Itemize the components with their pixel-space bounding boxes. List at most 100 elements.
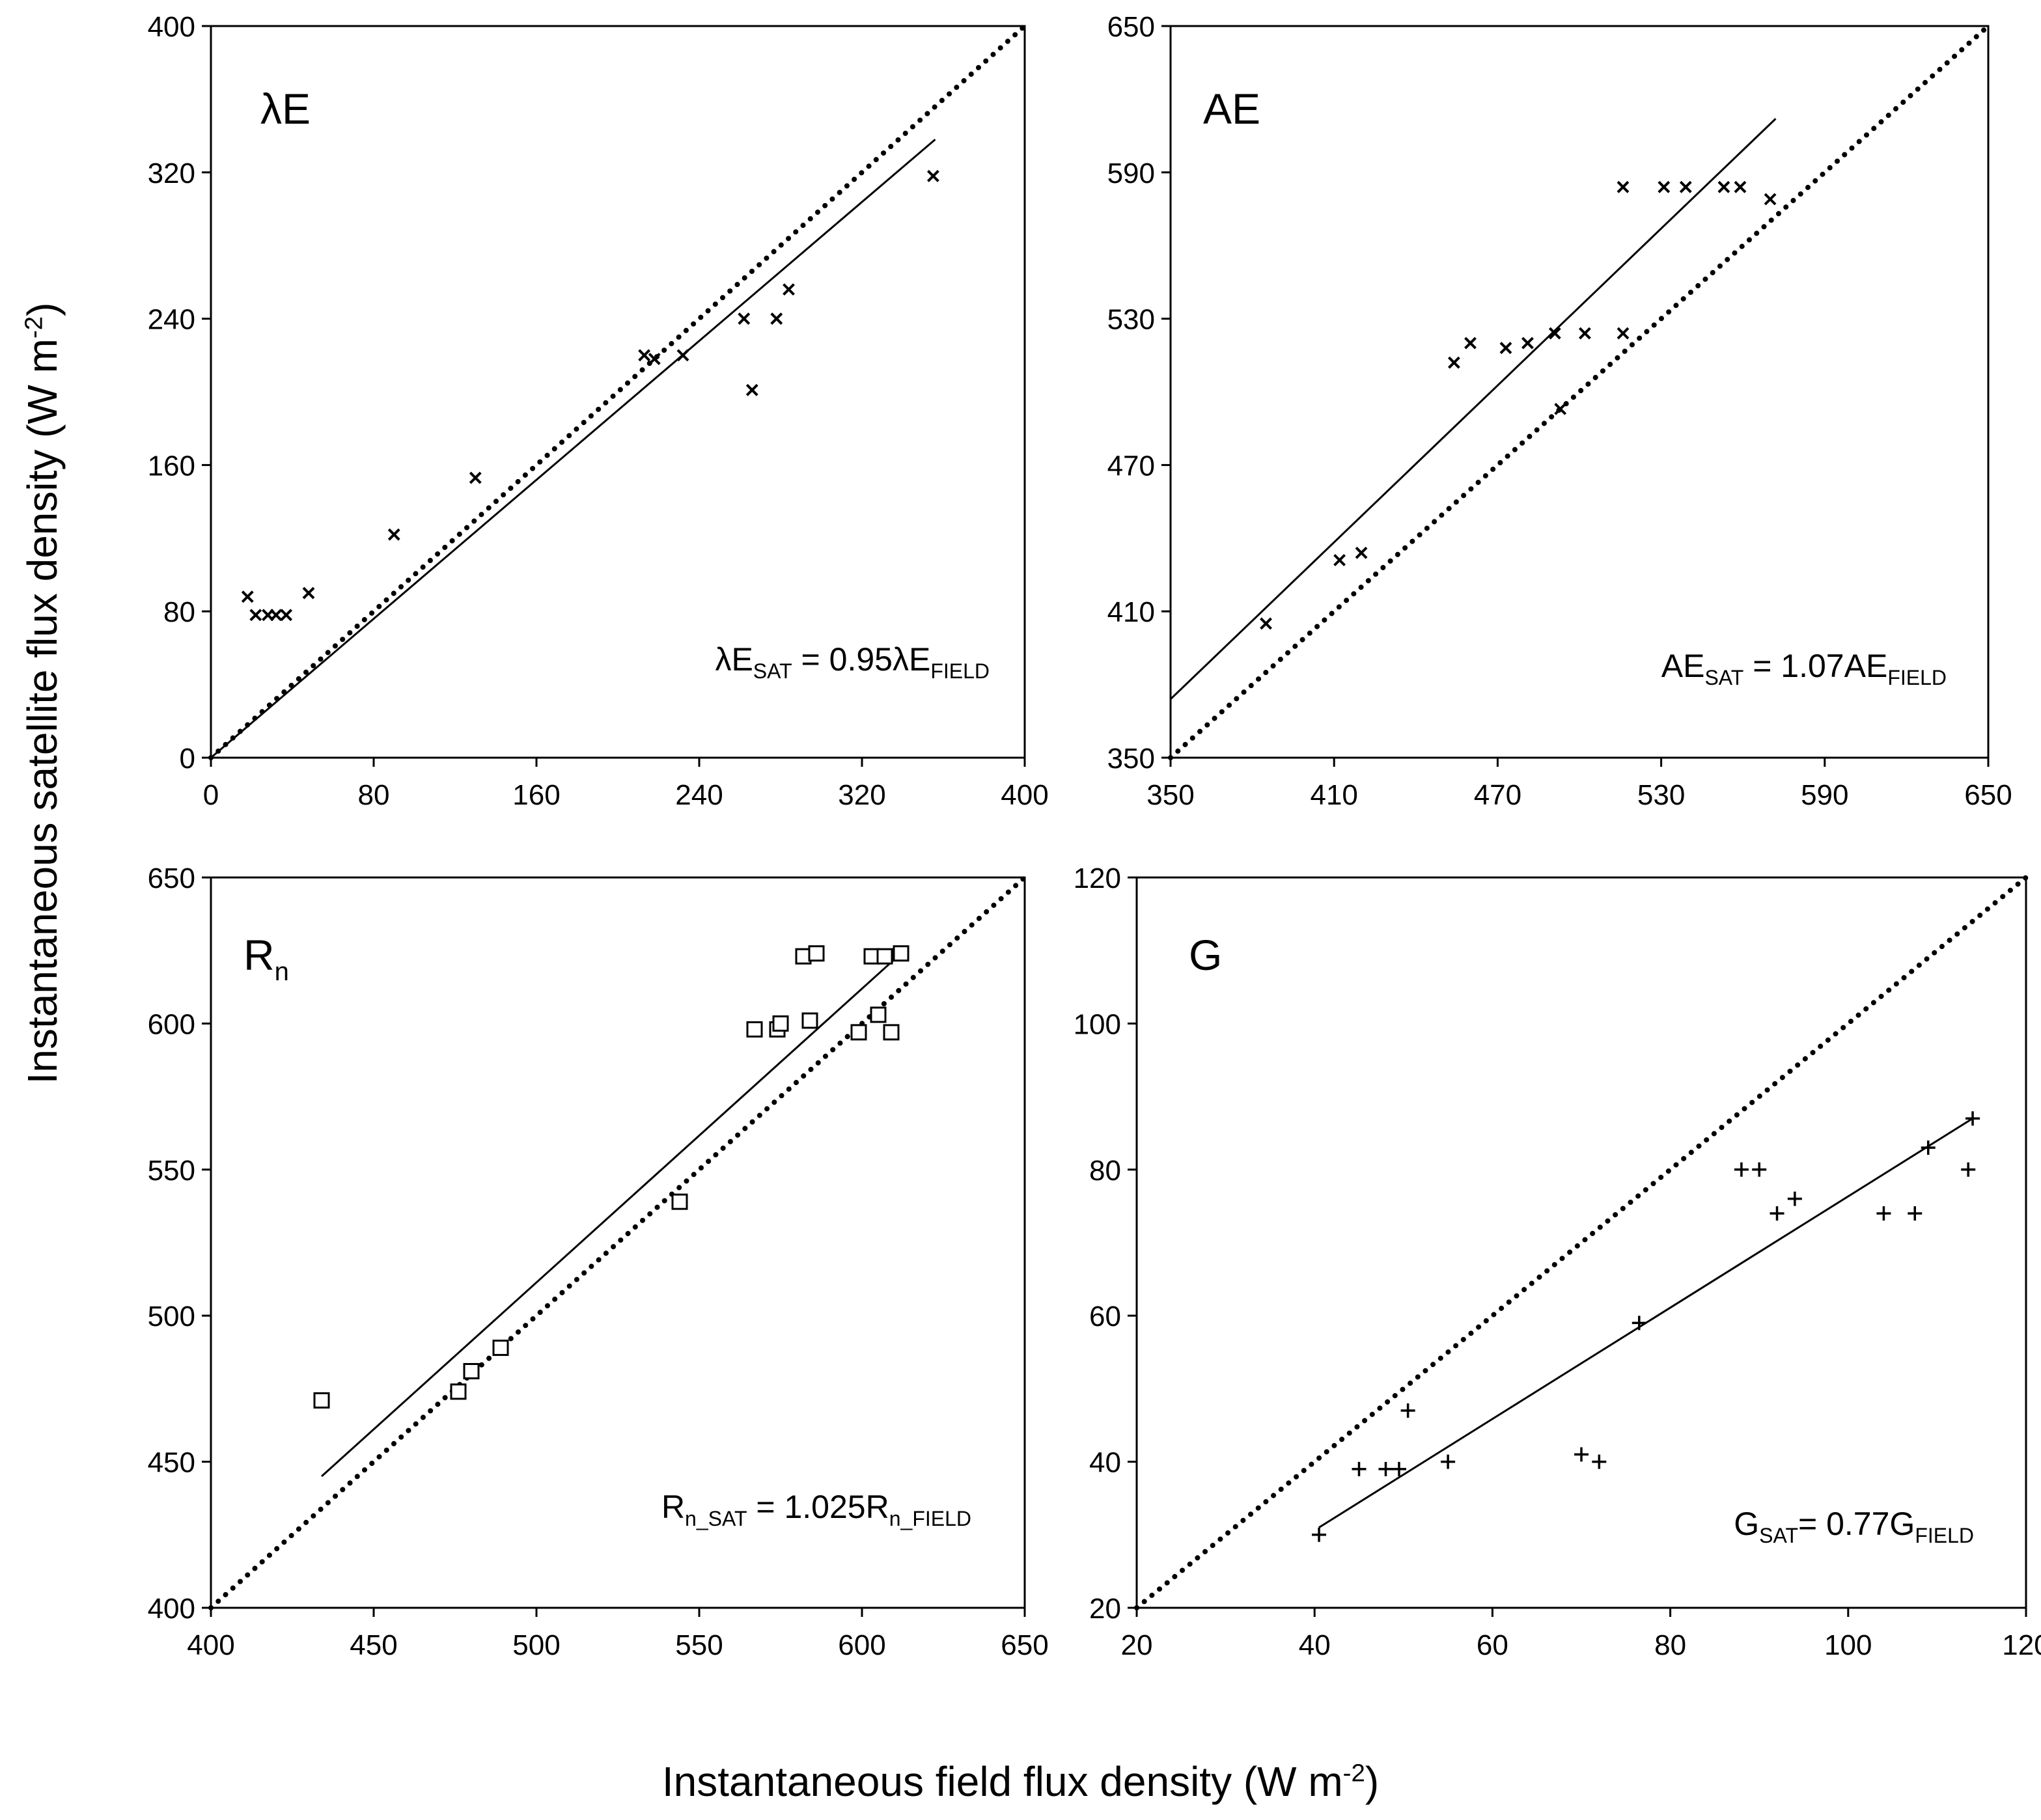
x-tick-label: 530 xyxy=(1637,779,1685,811)
data-point xyxy=(648,353,661,365)
x-tick-label: 20 xyxy=(1121,1629,1153,1661)
data-point xyxy=(1260,617,1272,630)
data-point xyxy=(469,471,482,484)
data-point xyxy=(1921,1140,1936,1155)
data-point xyxy=(1521,337,1534,350)
data-point xyxy=(1631,1316,1646,1331)
y-tick-label: 550 xyxy=(148,1155,195,1187)
x-tick-label: 350 xyxy=(1146,779,1194,811)
y-tick-label: 0 xyxy=(180,743,195,775)
x-tick-label: 80 xyxy=(358,779,390,811)
one-to-one-line xyxy=(208,23,1027,760)
data-point xyxy=(1876,1206,1891,1221)
x-tick-label: 100 xyxy=(1824,1629,1872,1661)
y-tick-label: 80 xyxy=(163,596,195,628)
data-point xyxy=(1574,1447,1589,1462)
data-point xyxy=(801,1012,818,1029)
data-point xyxy=(1787,1191,1802,1206)
equation-lhs: G xyxy=(1734,1506,1759,1542)
data-point xyxy=(893,945,909,962)
data-point xyxy=(450,1383,467,1400)
y-axis-label: Instantaneous satellite flux density (W … xyxy=(19,302,66,1084)
x-axis-label: Instantaneous field flux density (W m-2) xyxy=(661,1758,1380,1805)
data-point xyxy=(1499,342,1512,354)
regression-line xyxy=(320,952,902,1478)
data-point xyxy=(1734,180,1747,193)
y-tick-label: 600 xyxy=(148,1008,195,1040)
x-tick-label: 80 xyxy=(1654,1629,1686,1661)
data-point xyxy=(1378,1461,1393,1476)
data-point xyxy=(1447,356,1460,369)
equation-rhs-subscript: n_FIELD xyxy=(889,1507,971,1530)
equation-lhs-subscript: n_SAT xyxy=(685,1507,747,1530)
data-point xyxy=(1658,180,1671,193)
equation-lhs: R xyxy=(661,1489,685,1525)
panel-label: G xyxy=(1189,931,1222,979)
data-point xyxy=(492,1340,509,1357)
data-point xyxy=(1400,1403,1415,1418)
data-point xyxy=(638,349,651,362)
x-tick-label: 40 xyxy=(1299,1629,1331,1661)
data-point xyxy=(926,170,939,182)
data-point xyxy=(1617,327,1630,340)
data-point xyxy=(746,1021,763,1038)
equation-body: = 0.95λE xyxy=(792,641,931,678)
data-point xyxy=(1464,337,1477,350)
regression-line xyxy=(210,139,936,759)
y-tick-label: 240 xyxy=(148,304,195,336)
one-to-one-line xyxy=(208,875,1027,1610)
y-tick-label: 590 xyxy=(1107,158,1155,189)
plot-frame xyxy=(1169,25,1990,759)
fit-equation: GSAT= 0.77GFIELD xyxy=(1734,1506,1974,1547)
y-tick-label: 20 xyxy=(1089,1593,1121,1625)
data-point xyxy=(1554,402,1567,415)
data-point xyxy=(1312,1527,1327,1542)
data-point xyxy=(1578,327,1591,340)
x-tick-label: 500 xyxy=(512,1629,560,1661)
data-point xyxy=(1391,1461,1406,1476)
equation-body: = 1.07AE xyxy=(1743,648,1887,684)
equation-body: = 0.77G xyxy=(1798,1506,1915,1542)
equation-rhs-subscript: FIELD xyxy=(930,659,990,683)
y-tick-label: 410 xyxy=(1107,596,1155,628)
data-point xyxy=(280,609,293,622)
data-point xyxy=(1908,1206,1923,1221)
data-point xyxy=(1770,1206,1784,1221)
data-point xyxy=(313,1392,330,1409)
fit-equation: λESAT = 0.95λEFIELD xyxy=(715,641,990,683)
data-point xyxy=(870,1006,887,1023)
y-tick-label: 530 xyxy=(1107,304,1155,336)
panel-g: 2040608010012020406080100120GGSAT= 0.77G… xyxy=(1074,862,2041,1661)
fit-equation: AESAT = 1.07AEFIELD xyxy=(1661,648,1947,689)
data-point xyxy=(1617,180,1630,193)
x-tick-label: 410 xyxy=(1310,779,1357,811)
data-point xyxy=(671,1193,688,1210)
x-tick-label: 320 xyxy=(838,779,885,811)
data-point xyxy=(1717,180,1730,193)
data-point xyxy=(1965,1111,1980,1126)
data-point xyxy=(883,1024,900,1041)
data-point xyxy=(772,1015,789,1032)
data-point xyxy=(1355,546,1368,559)
data-point xyxy=(249,609,262,622)
y-tick-label: 450 xyxy=(148,1447,195,1479)
data-point xyxy=(850,1024,867,1041)
equation-lhs: AE xyxy=(1661,648,1705,684)
x-tick-label: 650 xyxy=(1964,779,2012,811)
data-point xyxy=(1679,180,1692,193)
x-tick-label: 0 xyxy=(203,779,219,811)
equation-lhs-subscript: SAT xyxy=(1704,666,1743,689)
y-tick-label: 350 xyxy=(1107,743,1155,775)
data-point xyxy=(876,948,893,965)
x-tick-label: 160 xyxy=(512,779,560,811)
regression-line xyxy=(1169,118,1777,700)
y-tick-label: 650 xyxy=(1107,11,1155,43)
data-point xyxy=(676,349,689,362)
data-point xyxy=(738,312,751,325)
x-tick-label: 590 xyxy=(1801,779,1848,811)
data-point xyxy=(241,590,254,603)
data-point xyxy=(1548,327,1561,340)
data-point xyxy=(302,586,315,600)
y-tick-label: 320 xyxy=(148,158,195,189)
